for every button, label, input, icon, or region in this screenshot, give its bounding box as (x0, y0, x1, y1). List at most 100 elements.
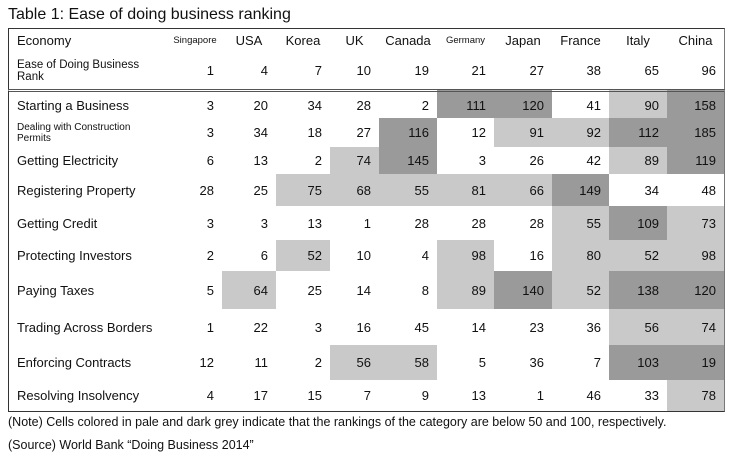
rank-cell: 74 (667, 309, 725, 346)
rank-cell: 149 (552, 174, 610, 207)
rank-cell: 4 (168, 380, 223, 412)
rank-cell: 56 (609, 309, 668, 346)
rank-cell: 11 (222, 345, 277, 381)
rank-cell: 17 (222, 380, 277, 412)
rank-cell: 52 (609, 240, 668, 272)
rank-cell: 78 (667, 380, 725, 412)
rank-cell: 34 (609, 174, 668, 207)
rank-cell: 120 (494, 89, 553, 119)
table-title: Table 1: Ease of doing business ranking (8, 6, 291, 23)
rank-cell: 81 (437, 174, 495, 207)
rank-cell: 1 (330, 206, 380, 241)
rank-cell: 34 (276, 89, 331, 119)
column-header: Japan (494, 28, 553, 53)
rank-cell: 13 (437, 380, 495, 412)
row-label: Paying Taxes (8, 271, 169, 310)
rank-cell: 2 (168, 240, 223, 272)
rank-cell: 103 (609, 345, 668, 381)
rank-cell: 19 (667, 345, 725, 381)
rank-cell: 16 (330, 309, 380, 346)
row-label: Registering Property (8, 174, 169, 207)
rank-cell: 112 (609, 118, 668, 148)
rank-cell: 36 (494, 345, 553, 381)
column-header: USA (222, 28, 277, 53)
column-header: UK (330, 28, 380, 53)
column-header: France (552, 28, 610, 53)
rank-cell: 7 (330, 380, 380, 412)
rank-cell: 16 (494, 240, 553, 272)
rank-cell: 42 (552, 147, 610, 175)
rank-cell: 92 (552, 118, 610, 148)
rank-cell: 13 (222, 147, 277, 175)
rank-cell: 4 (222, 52, 277, 90)
note: (Note) Cells colored in pale and dark gr… (8, 415, 667, 429)
column-header: Germany (437, 28, 495, 53)
rank-cell: 66 (494, 174, 553, 207)
rank-cell: 10 (330, 240, 380, 272)
rank-cell: 6 (168, 147, 223, 175)
rank-cell: 28 (437, 206, 495, 241)
rank-cell: 1 (168, 52, 223, 90)
rank-cell: 22 (222, 309, 277, 346)
rank-cell: 65 (609, 52, 668, 90)
rank-cell: 3 (276, 309, 331, 346)
rank-cell: 120 (667, 271, 725, 310)
rank-cell: 21 (437, 52, 495, 90)
rank-cell: 3 (168, 206, 223, 241)
row-label: Ease of Doing Business Rank (8, 52, 169, 90)
rank-cell: 27 (330, 118, 380, 148)
rank-cell: 55 (552, 206, 610, 241)
rank-cell: 7 (552, 345, 610, 381)
rank-cell: 145 (379, 147, 438, 175)
rank-cell: 5 (437, 345, 495, 381)
rank-cell: 74 (330, 147, 380, 175)
rank-cell: 3 (222, 206, 277, 241)
row-label: Starting a Business (8, 89, 169, 119)
rank-cell: 28 (494, 206, 553, 241)
rank-cell: 9 (379, 380, 438, 412)
rank-cell: 10 (330, 52, 380, 90)
rank-cell: 36 (552, 309, 610, 346)
rank-cell: 4 (379, 240, 438, 272)
rank-cell: 98 (667, 240, 725, 272)
rank-cell: 28 (330, 89, 380, 119)
rank-cell: 25 (276, 271, 331, 310)
rank-cell: 3 (437, 147, 495, 175)
rank-cell: 52 (276, 240, 331, 272)
rank-cell: 6 (222, 240, 277, 272)
rank-cell: 14 (330, 271, 380, 310)
rank-cell: 140 (494, 271, 553, 310)
rank-cell: 23 (494, 309, 553, 346)
column-header: Korea (276, 28, 331, 53)
rank-cell: 18 (276, 118, 331, 148)
rank-cell: 2 (276, 147, 331, 175)
row-label: Getting Credit (8, 206, 169, 241)
column-header: China (667, 28, 725, 53)
rank-cell: 68 (330, 174, 380, 207)
rank-cell: 34 (222, 118, 277, 148)
rank-cell: 3 (168, 89, 223, 119)
rank-cell: 64 (222, 271, 277, 310)
rank-cell: 15 (276, 380, 331, 412)
rank-cell: 1 (494, 380, 553, 412)
rank-cell: 27 (494, 52, 553, 90)
rank-cell: 12 (168, 345, 223, 381)
row-label: Enforcing Contracts (8, 345, 169, 381)
source: (Source) World Bank “Doing Business 2014… (8, 438, 254, 452)
rank-cell: 8 (379, 271, 438, 310)
rank-cell: 185 (667, 118, 725, 148)
rank-cell: 89 (609, 147, 668, 175)
rank-cell: 75 (276, 174, 331, 207)
rank-cell: 1 (168, 309, 223, 346)
rank-cell: 56 (330, 345, 380, 381)
row-label: Protecting Investors (8, 240, 169, 272)
rank-cell: 46 (552, 380, 610, 412)
rank-cell: 73 (667, 206, 725, 241)
rank-cell: 55 (379, 174, 438, 207)
row-label: Trading Across Borders (8, 309, 169, 346)
rank-cell: 58 (379, 345, 438, 381)
rank-cell: 14 (437, 309, 495, 346)
rank-cell: 20 (222, 89, 277, 119)
column-header: Italy (609, 28, 668, 53)
